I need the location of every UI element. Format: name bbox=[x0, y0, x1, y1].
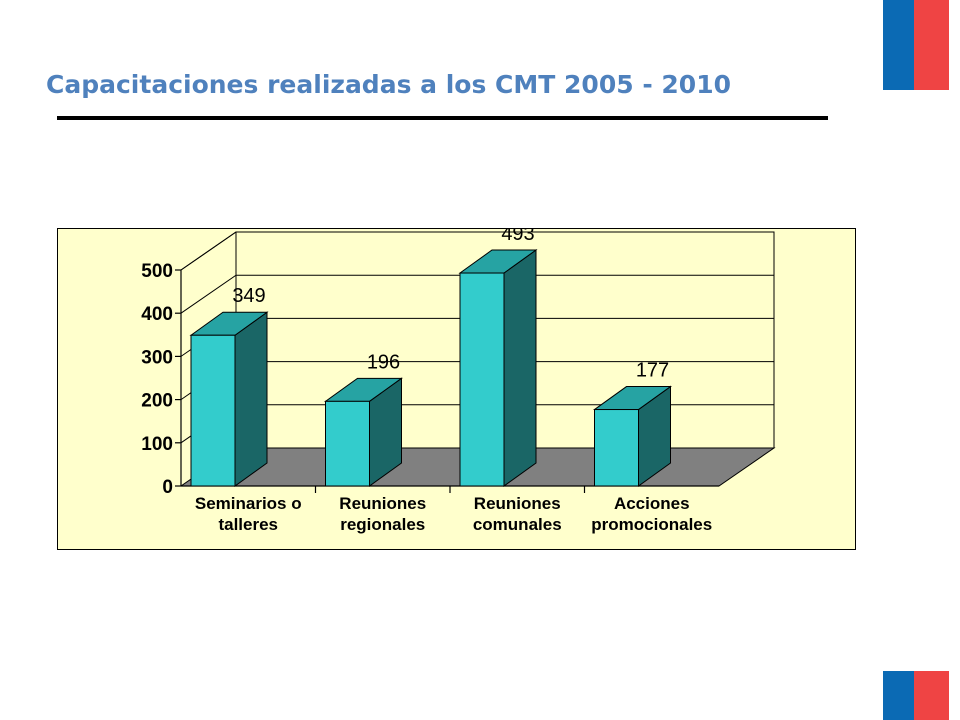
y-tick-label: 500 bbox=[141, 261, 173, 282]
x-category-label-line: promocionales bbox=[591, 515, 712, 534]
x-category-label: Acciones promocionales bbox=[591, 494, 712, 534]
flag-blue-stripe bbox=[883, 671, 914, 720]
x-category-label-line: comunales bbox=[473, 515, 562, 534]
side-wall-top-edge bbox=[180, 231, 237, 271]
y-tick-label: 200 bbox=[141, 391, 173, 412]
flag-red-stripe bbox=[914, 671, 949, 720]
x-category-label-line: talleres bbox=[218, 515, 278, 534]
bar bbox=[189, 311, 269, 487]
bar bbox=[323, 377, 404, 487]
x-category-label-line: Acciones bbox=[614, 494, 690, 513]
x-category-label: Seminarios o talleres bbox=[195, 494, 302, 534]
gridline bbox=[180, 274, 774, 314]
bar-front bbox=[594, 409, 639, 487]
y-tick-label: 100 bbox=[141, 434, 173, 455]
y-tick-label: 300 bbox=[141, 347, 173, 368]
data-label: 349 bbox=[232, 285, 265, 307]
data-label: 493 bbox=[501, 229, 534, 245]
slide-title: Capacitaciones realizadas a los CMT 2005… bbox=[46, 70, 731, 99]
flag-corner-bottom bbox=[883, 671, 949, 720]
flag-red-stripe bbox=[914, 0, 949, 90]
data-label: 177 bbox=[636, 360, 669, 382]
x-category-label-line: Reuniones bbox=[339, 494, 426, 513]
x-category-label: Reuniones comunales bbox=[473, 494, 562, 534]
bar-chart: 0 100 200 300 400 500 349 Seminarios o talleres 1… bbox=[141, 229, 776, 534]
flag-corner-top bbox=[883, 0, 949, 90]
y-tick-label: 400 bbox=[141, 304, 173, 325]
bar-front bbox=[459, 272, 505, 487]
x-category-label-line: Reuniones bbox=[474, 494, 561, 513]
bar-front bbox=[325, 400, 370, 487]
y-tick-label: 0 bbox=[162, 477, 173, 498]
x-category-label-line: Seminarios o bbox=[195, 494, 302, 513]
bar-side bbox=[234, 311, 268, 487]
bar-side bbox=[503, 249, 537, 487]
x-category-label-line: regionales bbox=[340, 515, 425, 534]
bar bbox=[458, 249, 538, 487]
flag-blue-stripe bbox=[883, 0, 914, 90]
x-category-label: Reuniones regionales bbox=[339, 494, 426, 534]
title-underline bbox=[57, 116, 828, 120]
data-label: 196 bbox=[367, 351, 400, 373]
bar-front bbox=[190, 334, 236, 487]
chart-area: 0 100 200 300 400 500 349 Seminarios o talleres 1… bbox=[57, 228, 856, 550]
bar bbox=[592, 385, 673, 487]
